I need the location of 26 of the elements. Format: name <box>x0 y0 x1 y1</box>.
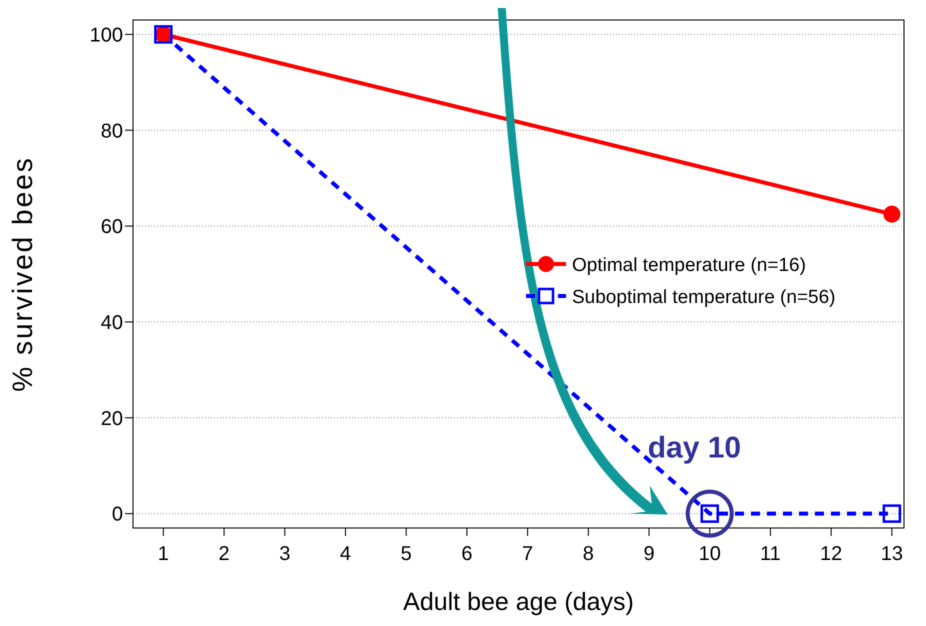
y-tick-label: 20 <box>100 408 123 430</box>
x-tick-label: 3 <box>279 543 290 566</box>
x-tick-label: 6 <box>461 543 472 566</box>
x-tick-label: 9 <box>643 543 655 566</box>
y-tick-label: 0 <box>112 504 123 526</box>
x-tick-label: 5 <box>400 543 412 566</box>
x-axis-title: Adult bee age (days) <box>403 588 634 616</box>
y-tick-label: 40 <box>100 312 123 334</box>
y-tick-label: 80 <box>100 120 123 142</box>
legend-label: Suboptimal temperature (n=56) <box>572 287 836 308</box>
x-tick-label: 12 <box>820 543 842 566</box>
x-tick-label: 10 <box>698 543 721 566</box>
y-axis-title: % survived bees <box>6 156 38 392</box>
x-tick-label: 13 <box>880 543 903 566</box>
y-tick-label: 100 <box>90 24 123 46</box>
annotation: day 10 <box>648 432 742 465</box>
x-tick-label: 2 <box>218 543 230 566</box>
y-tick-label: 60 <box>100 216 123 238</box>
x-tick-label: 7 <box>522 543 534 566</box>
point <box>883 206 900 223</box>
x-tick-label: 11 <box>760 543 781 566</box>
x-tick-label: 4 <box>340 543 352 566</box>
point <box>882 504 902 523</box>
x-tick-label: 1 <box>158 543 169 566</box>
x-tick-label: 8 <box>582 543 594 566</box>
legend-label: Optimal temperature (n=16) <box>572 255 806 276</box>
